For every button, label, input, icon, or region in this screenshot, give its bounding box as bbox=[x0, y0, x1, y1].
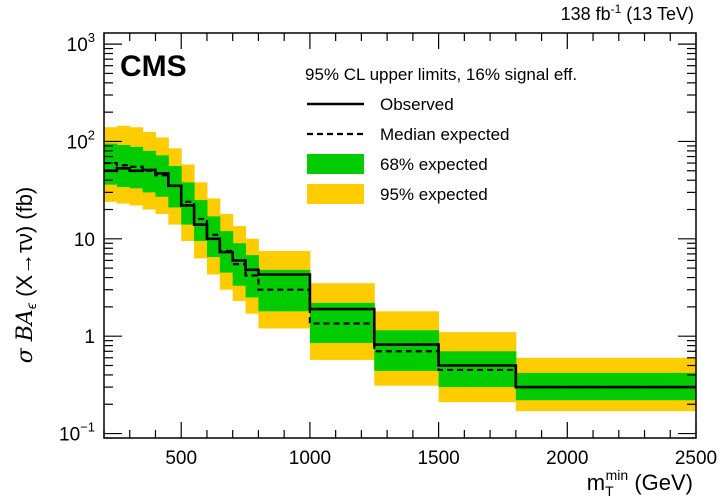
y-tick-label: 1 bbox=[84, 327, 95, 348]
x-tick-label: 1000 bbox=[289, 448, 331, 469]
y-tick-label: 102 bbox=[67, 127, 95, 153]
band68-bin bbox=[129, 146, 144, 189]
experiment-label: CMS bbox=[120, 50, 187, 83]
band68-bin bbox=[181, 182, 195, 225]
x-tick-label: 1500 bbox=[417, 448, 459, 469]
observed-line bbox=[104, 167, 696, 389]
x-tick-labels: 500 1000 1500 2000 2500 bbox=[165, 448, 717, 469]
legend-median-label: Median expected bbox=[380, 125, 509, 144]
legend-observed-label: Observed bbox=[380, 95, 454, 114]
legend: 95% CL upper limits, 16% signal eff. Obs… bbox=[305, 65, 577, 204]
legend-95-label: 95% expected bbox=[380, 185, 488, 204]
x-tick-label: 500 bbox=[165, 448, 197, 469]
plot-frame bbox=[103, 32, 697, 439]
band68-bin bbox=[232, 243, 247, 286]
legend-95-swatch bbox=[307, 184, 364, 204]
x-axis-title: mTmin (GeV) bbox=[587, 467, 693, 499]
y-tick-label: 10 bbox=[74, 230, 95, 251]
x-tick-label: 2000 bbox=[546, 448, 588, 469]
x-tick-label: 2500 bbox=[675, 448, 717, 469]
y-axis-title: σ BAϵ (X→τν) (fb) bbox=[12, 187, 39, 364]
legend-68-label: 68% expected bbox=[380, 155, 488, 174]
legend-header: 95% CL upper limits, 16% signal eff. bbox=[305, 65, 577, 84]
band68-bin bbox=[194, 200, 208, 241]
legend-68-swatch bbox=[307, 154, 364, 174]
luminosity-label: 138 fb-1 (13 TeV) bbox=[561, 2, 694, 24]
band68-bin bbox=[206, 216, 221, 258]
y-tick-label: 103 bbox=[67, 30, 95, 56]
y-tick-label: 10−1 bbox=[59, 420, 95, 446]
axis-ticks bbox=[103, 33, 697, 439]
band68-bin bbox=[104, 143, 118, 185]
y-tick-labels: 10−1 1 10 102 103 bbox=[59, 30, 95, 445]
